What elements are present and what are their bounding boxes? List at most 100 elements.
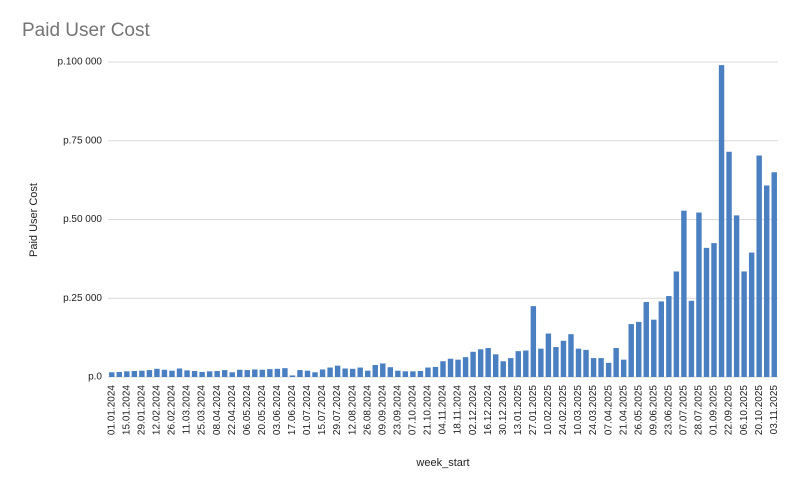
bar xyxy=(184,370,190,377)
x-tick-label: 12.02.2024 xyxy=(152,385,163,435)
bar xyxy=(583,349,589,377)
bar xyxy=(455,359,461,377)
bar xyxy=(485,348,491,377)
bar xyxy=(643,302,649,377)
x-tick-label: 09.09.2024 xyxy=(377,385,388,435)
bar xyxy=(109,372,115,377)
x-tick-label: 28.07.2025 xyxy=(694,385,705,435)
x-tick-label: 29.07.2024 xyxy=(332,385,343,435)
x-tick-label: 06.05.2024 xyxy=(242,385,253,435)
bar xyxy=(214,371,220,377)
bar xyxy=(553,347,559,377)
bar xyxy=(748,252,755,377)
bar xyxy=(530,306,537,377)
bar xyxy=(334,365,341,377)
x-tick-label: 08.04.2024 xyxy=(212,385,223,435)
bar xyxy=(605,362,612,377)
bar xyxy=(523,350,529,377)
bar xyxy=(733,215,740,377)
bar xyxy=(666,296,672,377)
x-tick-label: 03.06.2024 xyxy=(272,385,283,435)
bar xyxy=(169,370,175,377)
bar xyxy=(327,367,333,377)
bar xyxy=(477,349,484,377)
x-tick-label: 27.01.2025 xyxy=(528,385,539,435)
bar xyxy=(508,358,514,377)
x-tick-label: 21.10.2024 xyxy=(423,385,434,435)
x-tick-label: 26.05.2025 xyxy=(633,385,644,435)
bar xyxy=(199,371,205,377)
bar xyxy=(116,371,123,377)
bar xyxy=(636,321,642,377)
x-tick-label: 01.09.2025 xyxy=(709,385,720,435)
y-tick-label: p.75 000 xyxy=(63,135,102,146)
x-tick-label: 07.07.2025 xyxy=(679,385,690,435)
bar xyxy=(545,333,552,377)
x-tick-label: 23.09.2024 xyxy=(392,385,403,435)
bar xyxy=(221,370,228,377)
x-tick-label: 18.11.2024 xyxy=(453,385,464,435)
bar xyxy=(176,368,183,377)
x-tick-label: 16.12.2024 xyxy=(483,385,494,435)
bar xyxy=(756,155,762,377)
bar xyxy=(447,358,454,377)
x-tick-label: 07.04.2025 xyxy=(603,385,614,435)
bar xyxy=(440,361,446,377)
bar xyxy=(387,367,394,377)
x-tick-label: 15.01.2024 xyxy=(121,385,132,435)
x-tick-label: 20.10.2025 xyxy=(754,385,765,435)
bar xyxy=(560,340,567,377)
bar xyxy=(590,358,597,377)
bar xyxy=(500,361,506,377)
x-tick-label: 06.10.2025 xyxy=(739,385,750,435)
bar xyxy=(124,371,130,377)
y-tick-label: p.50 000 xyxy=(63,214,102,225)
bar xyxy=(402,371,409,377)
bar xyxy=(206,371,213,377)
y-tick-label: p.100 000 xyxy=(58,57,103,68)
bar xyxy=(651,319,657,377)
bar xyxy=(470,351,476,377)
bar xyxy=(297,370,303,377)
x-tick-label: 29.01.2024 xyxy=(137,385,148,435)
bar xyxy=(357,367,363,377)
bar xyxy=(191,371,198,377)
x-tick-label: 13.01.2025 xyxy=(513,385,524,435)
x-tick-label: 23.06.2025 xyxy=(663,385,674,435)
bar xyxy=(139,370,145,377)
bar xyxy=(312,372,318,377)
x-tick-label: 09.06.2025 xyxy=(648,385,659,435)
bar xyxy=(237,369,243,377)
bar xyxy=(410,371,416,377)
x-tick-label: 12.08.2024 xyxy=(347,385,358,435)
bar xyxy=(763,185,770,377)
bar xyxy=(538,348,544,377)
bar xyxy=(696,212,702,377)
bar xyxy=(252,369,258,377)
x-tick-label: 22.04.2024 xyxy=(227,385,238,435)
bar xyxy=(267,369,273,377)
bar xyxy=(146,370,153,377)
x-tick-label: 21.04.2025 xyxy=(618,385,629,435)
x-tick-label: 26.08.2024 xyxy=(362,385,373,435)
x-tick-label: 20.05.2024 xyxy=(257,385,268,435)
x-axis-label: week_start xyxy=(415,457,469,469)
bar xyxy=(771,172,777,377)
bar xyxy=(161,369,168,377)
bar xyxy=(395,370,401,377)
bar xyxy=(349,368,356,377)
bar xyxy=(462,357,469,377)
bar xyxy=(568,334,574,377)
x-tick-label: 15.07.2024 xyxy=(317,385,328,435)
bar xyxy=(372,365,378,377)
bar xyxy=(688,300,695,377)
bar xyxy=(259,369,266,377)
bar xyxy=(244,370,250,377)
x-tick-label: 01.01.2024 xyxy=(106,385,117,435)
bar xyxy=(432,366,439,377)
bar xyxy=(703,247,710,377)
y-tick-label: p.0 xyxy=(88,372,102,383)
bar xyxy=(492,354,499,377)
chart-title: Paid User Cost xyxy=(22,20,150,41)
